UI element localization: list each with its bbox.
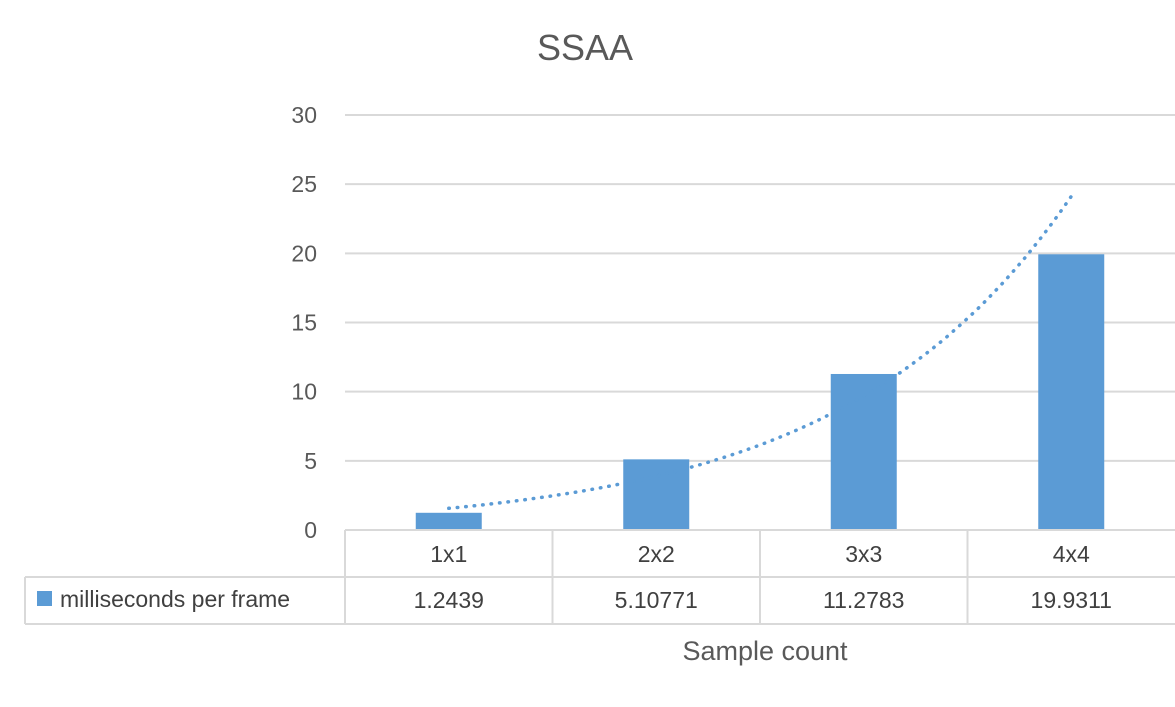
data-value-label: 19.9311 [1031,587,1112,613]
legend-series-name: milliseconds per frame [60,586,290,612]
data-value-label: 1.2439 [414,587,484,613]
y-tick-label: 25 [291,171,317,197]
data-table: 1x1 2x2 3x3 4x4 milliseconds per frame 1.2439… [24,529,1175,625]
category-label: 4x4 [1053,541,1090,567]
data-value-label: 5.10771 [615,587,698,613]
y-tick-label: 10 [291,379,317,405]
y-tick-label: 20 [291,240,317,266]
x-axis-label: Sample count [682,636,848,666]
bar-4x4 [1038,254,1105,531]
bar-1x1 [415,512,482,530]
bar-3x3 [830,373,897,530]
category-label: 3x3 [845,541,882,567]
chart-title: SSAA [537,27,633,68]
y-tick-label: 0 [304,517,317,543]
y-tick-label: 5 [304,448,317,474]
y-tick-label: 30 [291,102,317,128]
data-value-label: 11.2783 [823,587,904,613]
legend-swatch [37,591,52,606]
category-label: 1x1 [430,541,467,567]
trendline [447,194,1074,511]
bar-2x2 [623,459,690,530]
y-tick-label: 15 [291,310,317,336]
y-axis-tick-labels: 0 5 10 15 20 25 30 [291,102,317,543]
category-label: 2x2 [638,541,675,567]
gridlines [345,114,1175,462]
bars [415,254,1105,531]
